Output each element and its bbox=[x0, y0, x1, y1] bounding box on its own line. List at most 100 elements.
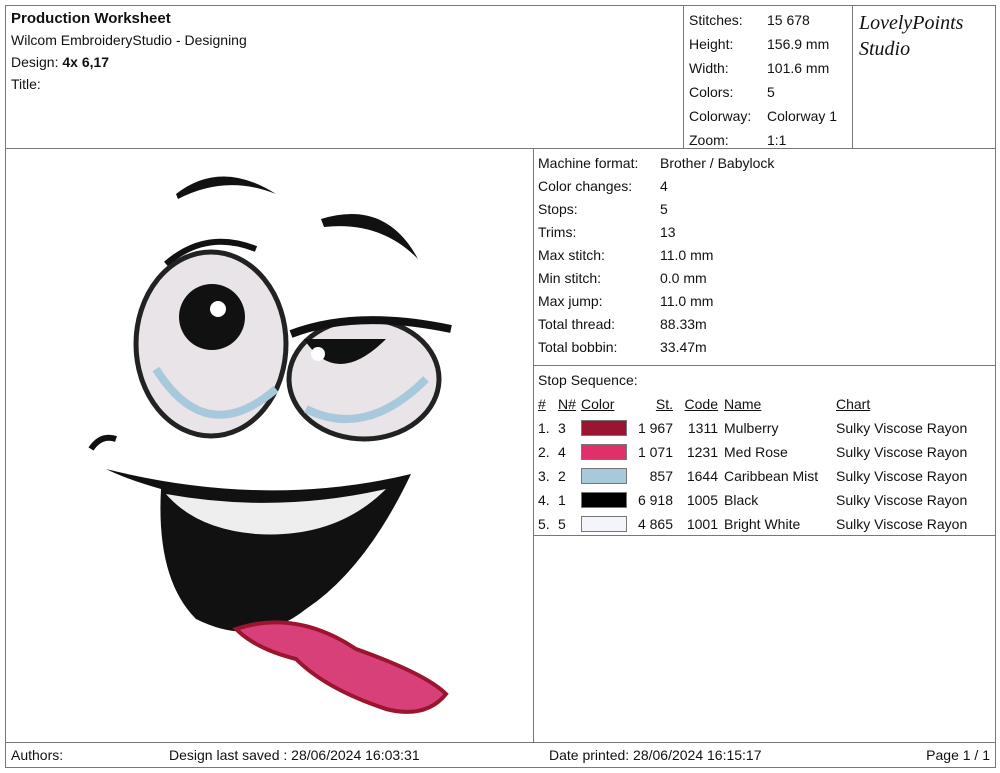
design-line: Design: 4x 6,17 bbox=[11, 51, 678, 73]
col-chart: Chart bbox=[836, 396, 871, 412]
stop-sequence-header: # N# Color St. Code Name Chart bbox=[538, 392, 991, 416]
row-chart: Sulky Viscose Rayon bbox=[836, 492, 968, 508]
stat-label: Zoom: bbox=[689, 132, 729, 148]
stat-label: Colorway: bbox=[689, 108, 752, 124]
spec-row: Min stitch: 0.0 mm bbox=[538, 266, 991, 289]
color-swatch bbox=[581, 420, 627, 436]
spec-value: 11.0 mm bbox=[660, 246, 714, 263]
spec-value: 11.0 mm bbox=[660, 292, 714, 309]
row-code: 1001 bbox=[686, 516, 718, 532]
row-index: 1. bbox=[538, 420, 550, 436]
row-chart: Sulky Viscose Rayon bbox=[836, 444, 968, 460]
col-name: Name bbox=[724, 396, 762, 412]
design-value: 4x 6,17 bbox=[62, 54, 110, 70]
stat-row: Zoom: 1:1 bbox=[689, 128, 847, 152]
app-name: Wilcom EmbroideryStudio - Designing bbox=[11, 32, 247, 48]
table-row: 1. 3 1 967 1311 Mulberry Sulky Viscose R… bbox=[538, 416, 991, 440]
stat-row: Width: 101.6 mm bbox=[689, 56, 847, 80]
spec-row: Machine format: Brother / Babylock bbox=[538, 151, 991, 174]
stat-label: Stitches: bbox=[689, 12, 743, 28]
stat-label: Height: bbox=[689, 36, 734, 52]
stat-label: Width: bbox=[689, 60, 729, 76]
design-last-saved: Design last saved : 28/06/2024 16:03:31 bbox=[169, 747, 420, 763]
col-stitches: St. bbox=[655, 396, 673, 412]
stat-row: Colors: 5 bbox=[689, 80, 847, 104]
spec-row: Max stitch: 11.0 mm bbox=[538, 243, 991, 266]
table-row: 3. 2 857 1644 Caribbean Mist Sulky Visco… bbox=[538, 464, 991, 488]
stat-label: Colors: bbox=[689, 84, 734, 100]
row-stitches: 4 865 bbox=[637, 516, 673, 532]
spec-label: Min stitch: bbox=[538, 269, 602, 286]
table-row: 2. 4 1 071 1231 Med Rose Sulky Viscose R… bbox=[538, 440, 991, 464]
row-chart: Sulky Viscose Rayon bbox=[836, 468, 968, 484]
row-needle: 3 bbox=[558, 420, 566, 436]
spec-row: Total thread: 88.33m bbox=[538, 312, 991, 335]
stop-sequence-title: Stop Sequence: bbox=[538, 372, 638, 388]
row-index: 2. bbox=[538, 444, 550, 460]
stat-value: 5 bbox=[767, 84, 775, 100]
spec-label: Total bobbin: bbox=[538, 338, 618, 355]
spec-value: 88.33m bbox=[660, 315, 707, 332]
design-stats: Stitches: 15 678 Height: 156.9 mm Width: 101.… bbox=[683, 5, 853, 149]
row-needle: 5 bbox=[558, 516, 566, 532]
row-name: Mulberry bbox=[724, 420, 779, 436]
empty-panel bbox=[533, 535, 996, 743]
spec-value: Brother / Babylock bbox=[660, 154, 775, 171]
color-swatch bbox=[581, 492, 627, 508]
spec-row: Total bobbin: 33.47m bbox=[538, 335, 991, 358]
row-code: 1644 bbox=[686, 468, 718, 484]
row-stitches: 6 918 bbox=[637, 492, 673, 508]
table-row: 4. 1 6 918 1005 Black Sulky Viscose Rayo… bbox=[538, 488, 991, 512]
row-needle: 4 bbox=[558, 444, 566, 460]
row-code: 1005 bbox=[686, 492, 718, 508]
row-stitches: 857 bbox=[649, 468, 673, 484]
stat-row: Height: 156.9 mm bbox=[689, 32, 847, 56]
stat-value: 15 678 bbox=[767, 12, 810, 28]
row-code: 1311 bbox=[687, 420, 718, 436]
row-stitches: 1 071 bbox=[637, 444, 673, 460]
title-label: Title: bbox=[11, 76, 41, 92]
page-title: Production Worksheet bbox=[11, 10, 171, 27]
col-code: Code bbox=[684, 396, 718, 412]
logo-line2: Studio bbox=[859, 38, 911, 60]
row-name: Caribbean Mist bbox=[724, 468, 819, 484]
row-stitches: 1 967 bbox=[637, 420, 673, 436]
spec-value: 4 bbox=[660, 177, 668, 194]
spec-value: 0.0 mm bbox=[660, 269, 707, 286]
spec-value: 33.47m bbox=[660, 338, 707, 355]
spec-row: Max jump: 11.0 mm bbox=[538, 289, 991, 312]
design-label: Design: bbox=[11, 54, 59, 70]
row-chart: Sulky Viscose Rayon bbox=[836, 516, 968, 532]
stat-value: Colorway 1 bbox=[767, 108, 838, 124]
spec-row: Trims: 13 bbox=[538, 220, 991, 243]
row-name: Bright White bbox=[724, 516, 801, 532]
col-index: # bbox=[538, 396, 546, 412]
stat-row: Colorway: Colorway 1 bbox=[689, 104, 847, 128]
stat-value: 156.9 mm bbox=[767, 36, 830, 52]
row-code: 1231 bbox=[686, 444, 718, 460]
stat-value: 101.6 mm bbox=[767, 60, 830, 76]
stat-row: Stitches: 15 678 bbox=[689, 8, 847, 32]
spec-value: 5 bbox=[660, 200, 668, 217]
spec-row: Stops: 5 bbox=[538, 197, 991, 220]
col-color: Color bbox=[581, 396, 615, 412]
spec-label: Machine format: bbox=[538, 154, 639, 171]
spec-label: Color changes: bbox=[538, 177, 633, 194]
spec-label: Total thread: bbox=[538, 315, 616, 332]
row-name: Black bbox=[724, 492, 759, 508]
row-index: 3. bbox=[538, 468, 550, 484]
table-row: 5. 5 4 865 1001 Bright White Sulky Visco… bbox=[538, 512, 991, 536]
logo-line1: LovelyPoints bbox=[859, 12, 964, 34]
row-chart: Sulky Viscose Rayon bbox=[836, 420, 968, 436]
row-name: Med Rose bbox=[724, 444, 788, 460]
embroidery-face-image bbox=[88, 176, 452, 714]
color-swatch bbox=[581, 468, 627, 484]
stop-sequence: Stop Sequence: # N# Color St. Code Name … bbox=[533, 365, 996, 536]
color-swatch bbox=[581, 444, 627, 460]
row-index: 4. bbox=[538, 492, 550, 508]
spec-label: Max stitch: bbox=[538, 246, 605, 263]
date-printed: Date printed: 28/06/2024 16:15:17 bbox=[549, 747, 762, 763]
row-needle: 1 bbox=[558, 492, 566, 508]
row-index: 5. bbox=[538, 516, 550, 532]
worksheet-header: Production Worksheet Wilcom EmbroiderySt… bbox=[5, 5, 684, 149]
